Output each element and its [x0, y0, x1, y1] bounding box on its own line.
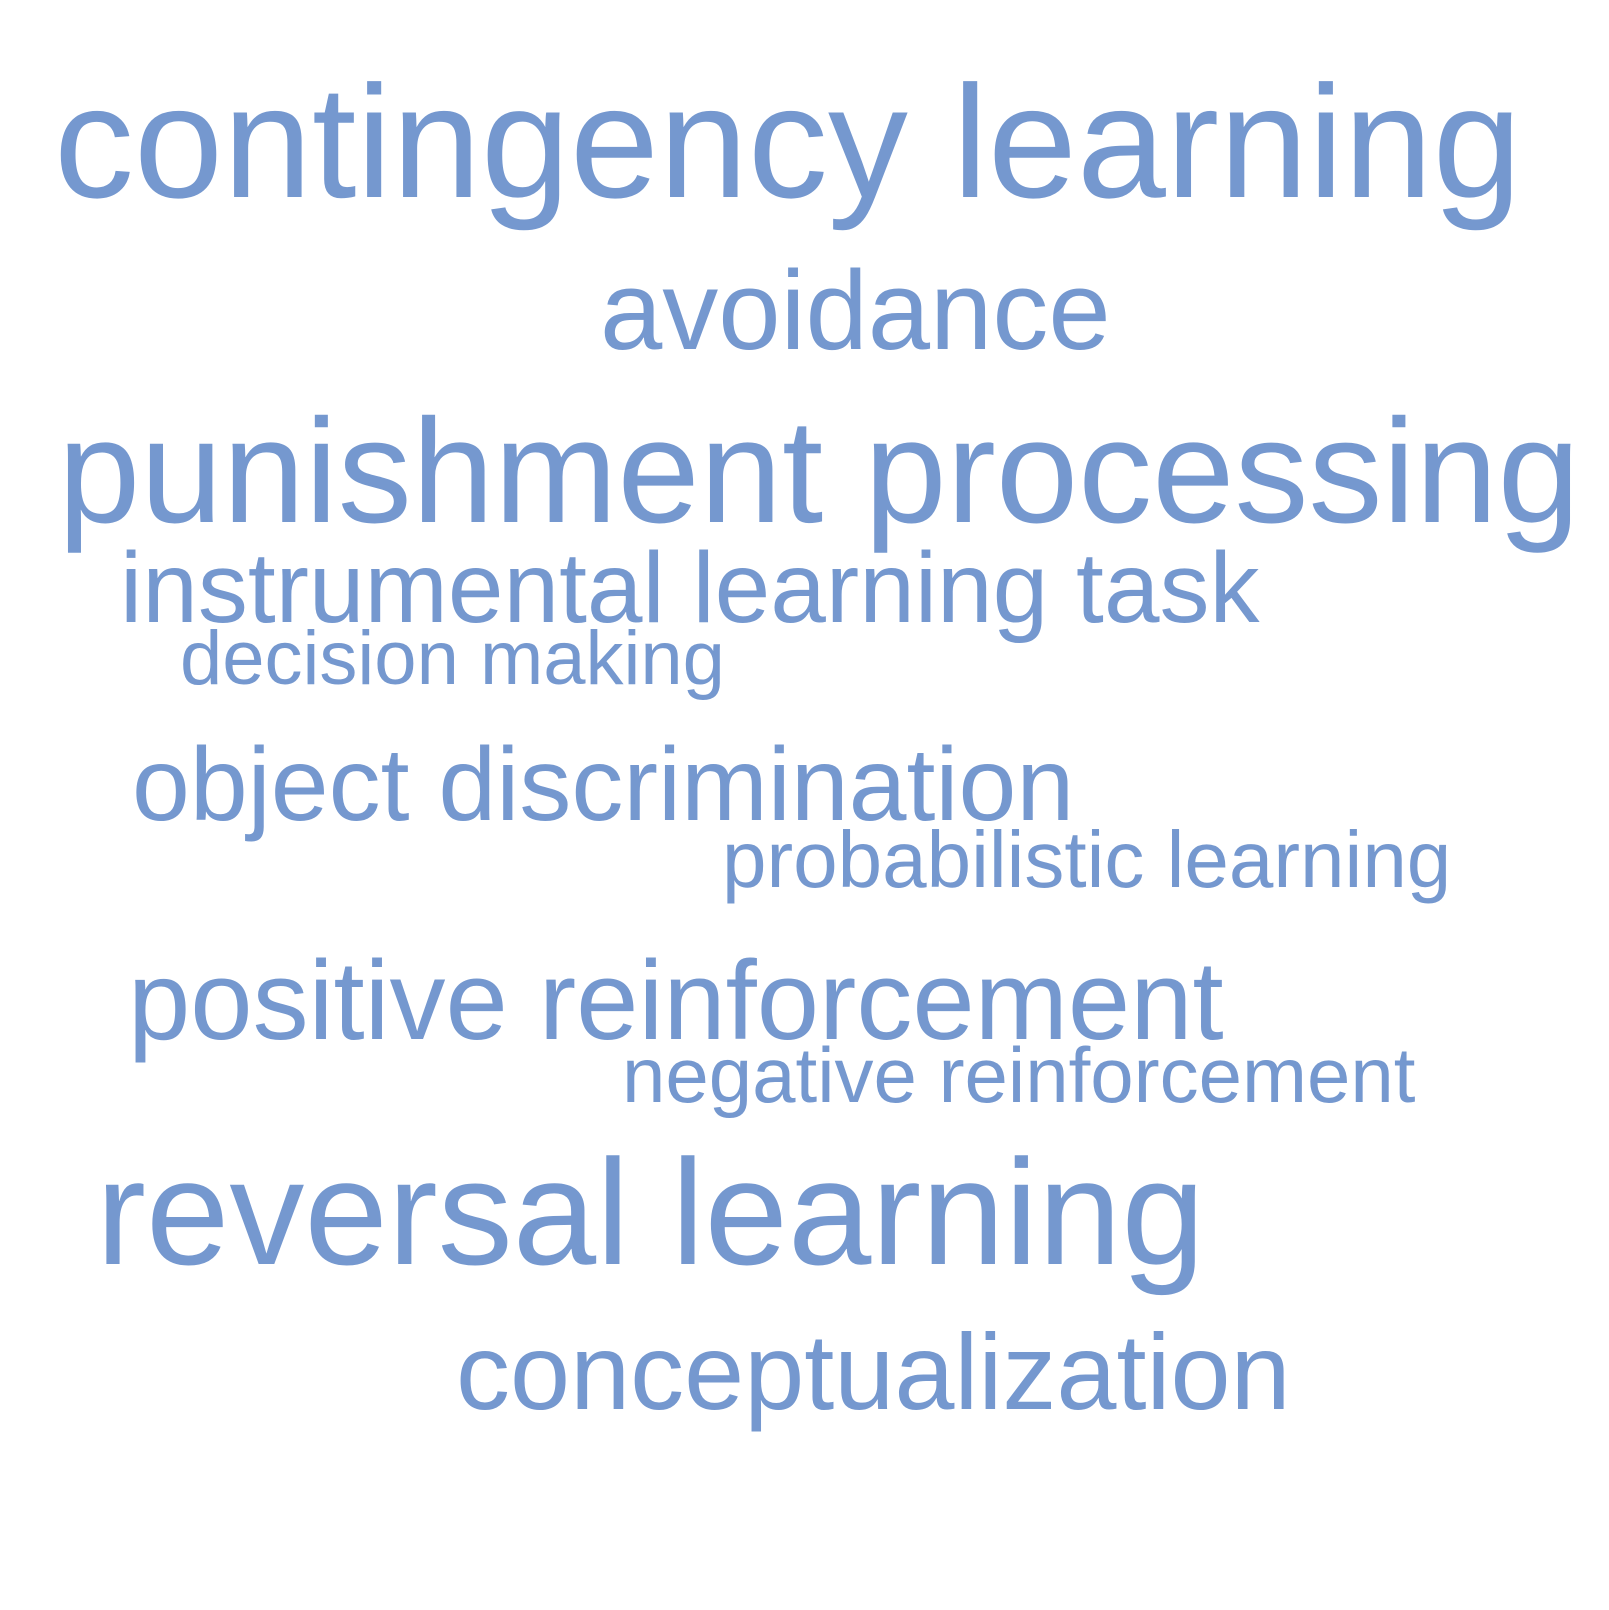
word-probabilistic-learning: probabilistic learning	[722, 815, 1452, 904]
word-positive-reinforcement: positive reinforcement	[128, 938, 1224, 1063]
word-reversal-learning: reversal learning	[96, 1128, 1205, 1296]
word-negative-reinforcement: negative reinforcement	[622, 1031, 1416, 1119]
word-punishment-processing: punishment processing	[58, 389, 1580, 554]
word-instrumental-learning-task: instrumental learning task	[120, 532, 1260, 644]
word-conceptualization: conceptualization	[456, 1311, 1291, 1432]
word-decision-making: decision making	[180, 616, 725, 701]
word-avoidance: avoidance	[600, 248, 1111, 373]
word-contingency-learning: contingency learning	[54, 52, 1522, 231]
word-object-discrimination: object discrimination	[132, 727, 1075, 843]
